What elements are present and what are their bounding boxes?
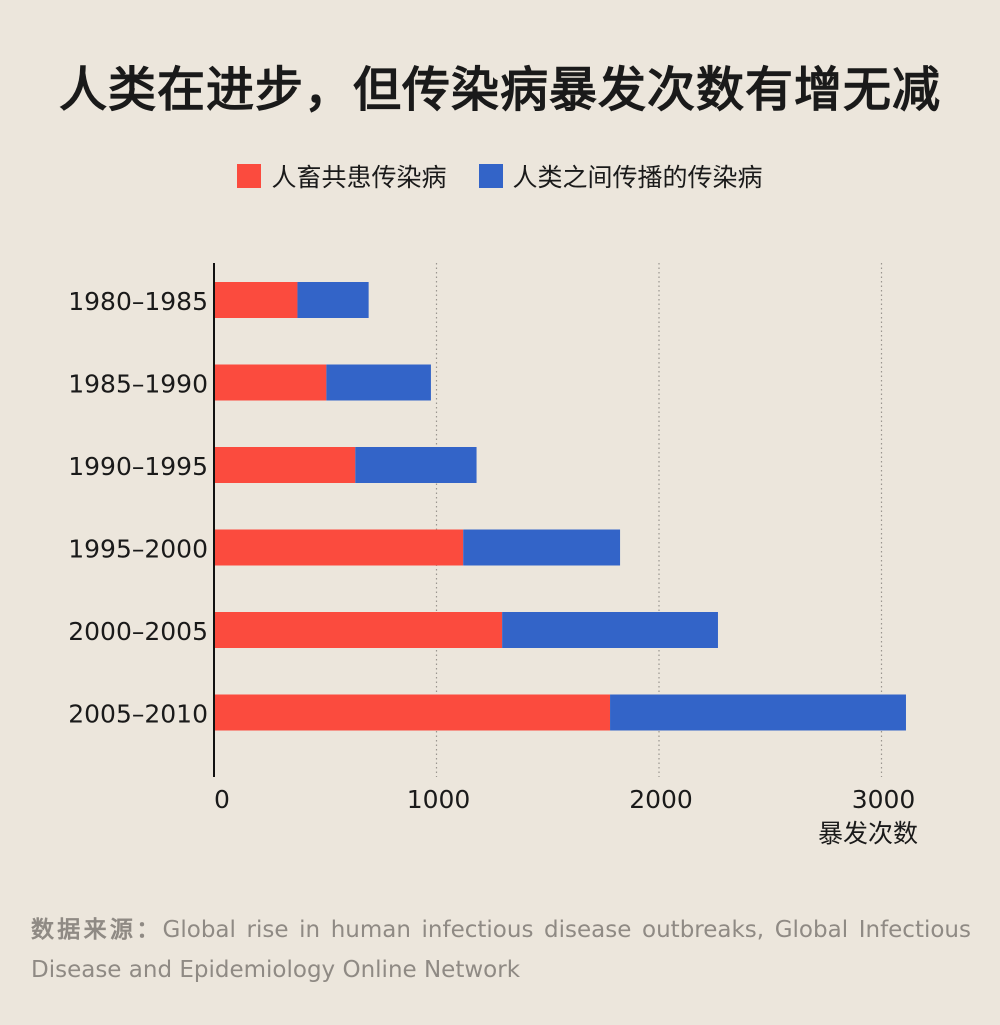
bar-zoonotic-1 bbox=[214, 364, 327, 401]
legend-swatch-zoonotic bbox=[237, 164, 262, 188]
bar-human-4 bbox=[502, 612, 718, 648]
bar-human-1 bbox=[326, 364, 431, 401]
bar-human-0 bbox=[297, 282, 369, 318]
category-label-3: 1995–2000 bbox=[68, 535, 208, 564]
legend-item-human: 人类之间传播的传染病 bbox=[478, 158, 763, 194]
source-label: 数据来源： bbox=[31, 917, 163, 943]
category-label-0: 1980–1985 bbox=[68, 287, 208, 316]
bar-zoonotic-2 bbox=[214, 447, 356, 483]
x-tick-label-3000: 3000 bbox=[852, 785, 916, 814]
bar-chart: 1980–1985 1985–1990 1990–1995 1995–2000 2000… bbox=[68, 263, 918, 848]
bar-human-5 bbox=[610, 694, 906, 731]
legend-swatch-human bbox=[478, 164, 503, 188]
chart-title: 人类在进步，但传染病暴发次数有增无减 bbox=[58, 62, 941, 118]
category-label-1: 1985–1990 bbox=[68, 370, 208, 399]
legend-item-zoonotic: 人畜共患传染病 bbox=[237, 158, 447, 194]
x-tick-label-1000: 1000 bbox=[407, 785, 471, 814]
bar-human-2 bbox=[355, 447, 477, 483]
bar-zoonotic-3 bbox=[214, 529, 464, 566]
bar-zoonotic-0 bbox=[214, 282, 298, 318]
category-label-4: 2000–2005 bbox=[68, 617, 208, 646]
x-tick-label-2000: 2000 bbox=[629, 785, 693, 814]
bar-human-3 bbox=[463, 529, 621, 566]
category-label-2: 1990–1995 bbox=[68, 452, 208, 481]
x-tick-label-0: 0 bbox=[214, 785, 230, 814]
bar-zoonotic-4 bbox=[214, 612, 503, 648]
category-label-5: 2005–2010 bbox=[68, 700, 208, 729]
x-axis-title: 暴发次数 bbox=[818, 819, 918, 848]
source-text: Global rise in human infectious disease … bbox=[31, 917, 971, 983]
legend: 人畜共患传染病 人类之间传播的传染病 bbox=[0, 158, 1000, 194]
bar-zoonotic-5 bbox=[214, 694, 611, 731]
legend-label-human: 人类之间传播的传染病 bbox=[512, 163, 763, 192]
data-source: 数据来源：Global rise in human infectious dis… bbox=[31, 910, 971, 990]
legend-label-zoonotic: 人畜共患传染病 bbox=[271, 163, 447, 192]
